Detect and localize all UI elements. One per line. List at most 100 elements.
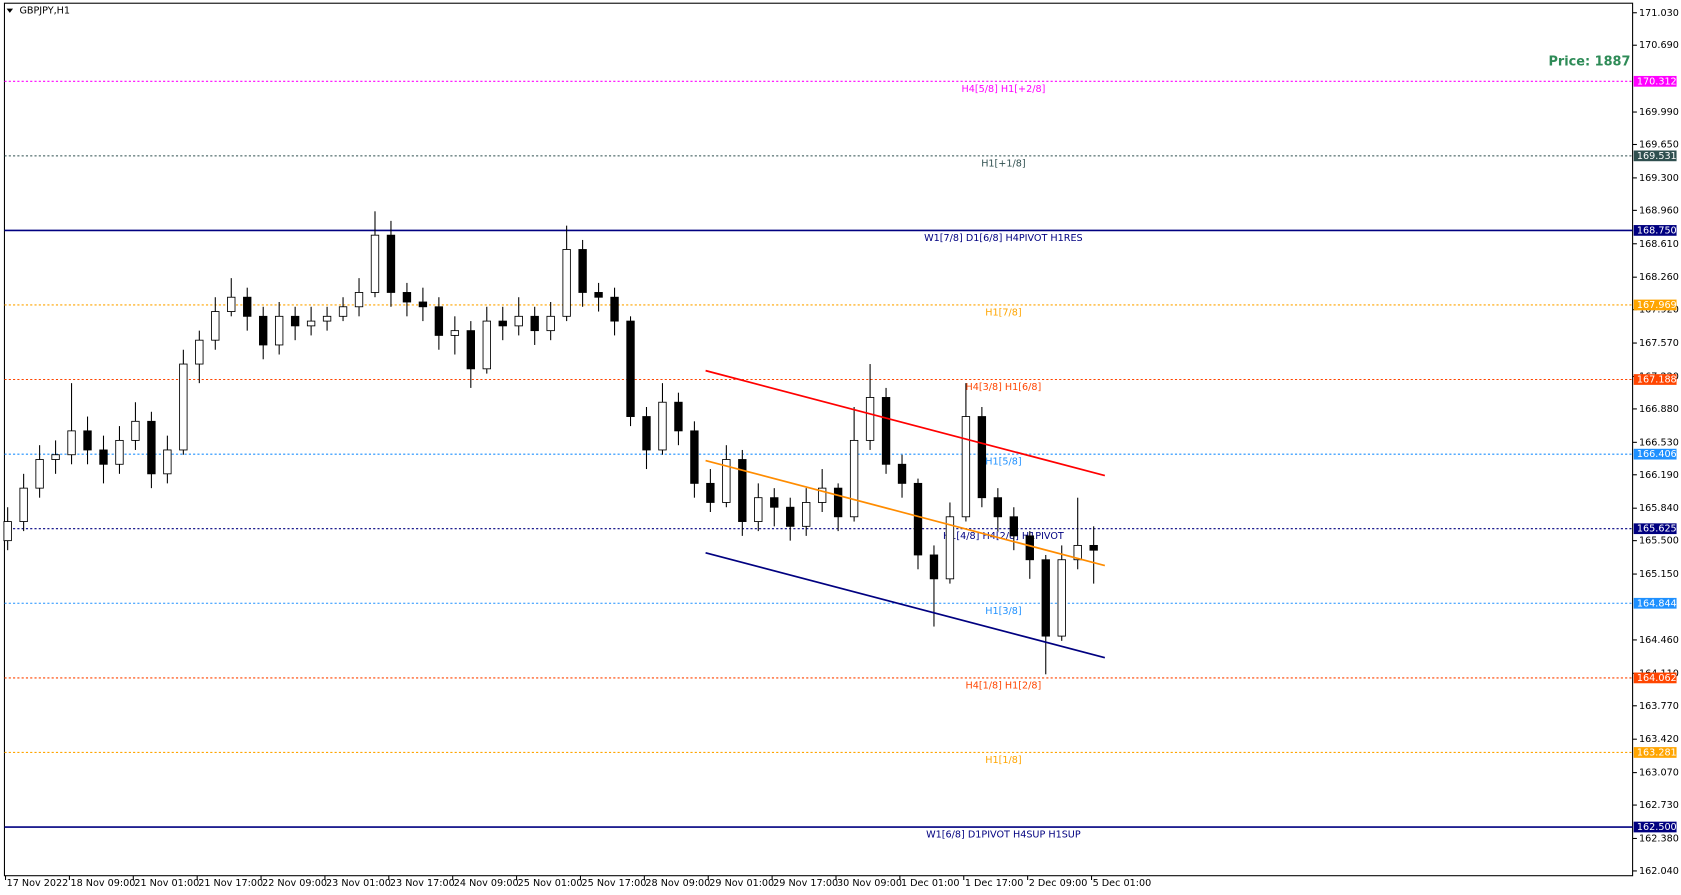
- candle-body: [626, 320, 635, 417]
- x-tick-label: 23 Nov 01:00: [326, 878, 391, 889]
- level-price-label: 169.531: [1637, 151, 1677, 162]
- candle-body: [897, 463, 907, 484]
- x-tick-label: 29 Nov 17:00: [773, 878, 838, 889]
- candle-body: [738, 459, 747, 522]
- y-tick-label: 162.040: [1639, 866, 1679, 877]
- y-tick-label: 171.030: [1639, 8, 1679, 19]
- candle-body: [290, 315, 300, 327]
- channel-line: [705, 551, 1106, 659]
- candle-body: [35, 459, 44, 489]
- candle-body: [83, 430, 92, 451]
- level-price-box: [1633, 299, 1677, 311]
- candle-body: [3, 521, 12, 542]
- candle-body: [913, 482, 923, 556]
- candle-body: [259, 315, 268, 346]
- level-price-label: 163.281: [1637, 747, 1677, 758]
- level-price-box: [1633, 747, 1677, 758]
- y-tick-label: 169.300: [1639, 173, 1679, 184]
- x-tick-label: 29 Nov 01:00: [709, 878, 774, 889]
- candle-body: [163, 449, 172, 475]
- candle-body: [1041, 559, 1050, 637]
- y-tick-label: 165.840: [1639, 503, 1679, 514]
- candle-body: [418, 301, 428, 308]
- x-tick-label: 21 Nov 17:00: [198, 878, 263, 889]
- candle-body: [402, 292, 412, 303]
- level-price-box: [1633, 821, 1677, 833]
- x-tick-label: 1 Dec 01:00: [901, 878, 960, 889]
- candle-body: [1009, 516, 1018, 537]
- level-label: H1[+1/8]: [981, 158, 1025, 169]
- x-tick-label: 1 Dec 17:00: [965, 878, 1024, 889]
- candle-body: [338, 306, 348, 317]
- level-label: H4[3/8] H1[6/8]: [966, 382, 1042, 393]
- y-tick-label: 169.650: [1639, 139, 1679, 150]
- y-tick-label: 163.770: [1639, 701, 1679, 712]
- level-price-label: 167.969: [1637, 300, 1677, 311]
- candle-body: [67, 430, 76, 456]
- y-tick-label: 167.570: [1639, 338, 1679, 349]
- candle-body: [386, 234, 396, 293]
- candle-body: [770, 497, 779, 508]
- candle-body: [227, 296, 236, 312]
- x-tick-label: 28 Nov 09:00: [645, 878, 710, 889]
- candle-body: [434, 306, 444, 336]
- plot-frame: [3, 2, 1634, 877]
- level-price-box: [1633, 225, 1677, 236]
- candle-body: [642, 416, 651, 451]
- level-label: H1[4/8] H4[2/8] H1PIVOT: [943, 531, 1064, 542]
- candle-body: [514, 315, 523, 327]
- level-label: H4[5/8] H1[+2/8]: [961, 84, 1045, 95]
- y-tick-label: 163.070: [1639, 768, 1679, 779]
- candle-body: [211, 311, 220, 341]
- y-tick-label: 166.190: [1639, 470, 1679, 481]
- candle-body: [594, 292, 603, 298]
- candle-body: [706, 482, 715, 503]
- candle-body: [1089, 544, 1098, 551]
- level-price-box: [1633, 597, 1677, 609]
- y-tick-label: 168.260: [1639, 272, 1679, 283]
- level-price-label: 166.406: [1637, 449, 1677, 460]
- level-price-label: 164.062: [1637, 673, 1677, 684]
- candle-body: [865, 397, 875, 441]
- candle-body: [945, 516, 955, 580]
- y-tick-label: 164.460: [1639, 635, 1679, 646]
- candle-body: [243, 296, 252, 317]
- level-label: H1[3/8]: [985, 606, 1021, 617]
- candle-body: [722, 459, 731, 503]
- candle-body: [1025, 535, 1034, 561]
- level-price-box: [1633, 374, 1677, 385]
- x-tick-label: 21 Nov 01:00: [134, 878, 199, 889]
- candle-body: [322, 315, 332, 322]
- level-price-label: 164.844: [1637, 598, 1677, 609]
- candle-body: [482, 320, 491, 370]
- candle-body: [19, 487, 28, 522]
- x-tick-label: 17 Nov 2022: [7, 878, 69, 889]
- level-price-box: [1633, 523, 1677, 535]
- level-label: H4[1/8] H1[2/8]: [966, 680, 1042, 691]
- candle-body: [530, 315, 539, 332]
- level-label: W1[6/8] D1PIVOT H4SUP H1SUP: [926, 830, 1081, 841]
- chart-title: GBPJPY,H1: [19, 6, 70, 17]
- candle-body: [786, 506, 795, 527]
- y-tick-label: 168.960: [1639, 205, 1679, 216]
- price-annotation: Price: 1887: [1549, 55, 1631, 70]
- channel-line: [705, 459, 1106, 567]
- candle-body: [993, 497, 1003, 518]
- candle-body: [977, 416, 987, 499]
- candle-body: [817, 487, 827, 503]
- level-price-box: [1633, 672, 1677, 684]
- candle-body: [498, 320, 507, 327]
- level-price-label: 170.312: [1637, 76, 1677, 87]
- candle-body: [51, 454, 60, 460]
- candle-body: [849, 439, 859, 518]
- candle-body: [131, 420, 140, 441]
- candle-body: [274, 315, 284, 346]
- menu-arrow[interactable]: [6, 8, 14, 13]
- candle-body: [99, 449, 108, 465]
- candle-body: [147, 420, 156, 475]
- level-price-box: [1633, 448, 1677, 460]
- x-tick-label: 23 Nov 17:00: [390, 878, 455, 889]
- x-tick-label: 5 Dec 01:00: [1093, 878, 1152, 889]
